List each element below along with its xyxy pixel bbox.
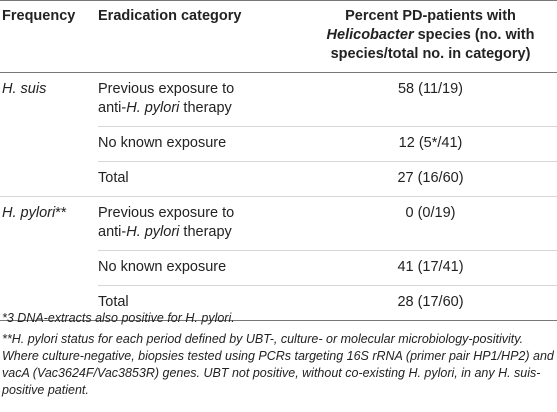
frequency-cell xyxy=(0,251,98,286)
frequency-cell xyxy=(0,162,98,197)
frequency-cell: H. suis xyxy=(2,81,47,97)
value-cell: 58 (11/19) xyxy=(397,81,464,97)
data-table: Frequency Eradication category Percent P… xyxy=(0,0,557,321)
frequency-cell: H. pylori** xyxy=(0,196,98,251)
header-eradication-category: Eradication category xyxy=(98,8,242,24)
table-row: H. pylori** Previous exposure to anti-H.… xyxy=(0,196,557,251)
value-cell: 41 (17/41) xyxy=(308,250,557,286)
category-cell: No known exposure xyxy=(98,250,308,286)
footnote-1: *3 DNA-extracts also positive for H. pyl… xyxy=(2,311,235,325)
table-row: No known exposure 12 (5*/41) xyxy=(0,126,557,162)
header-row: Frequency Eradication category Percent P… xyxy=(0,0,557,73)
value-cell: 28 (17/60) xyxy=(308,285,557,321)
value-cell: 12 (5*/41) xyxy=(308,126,557,162)
header-percent: Percent PD-patients with Helicobacter sp… xyxy=(326,8,535,62)
category-cell: No known exposure xyxy=(98,126,308,162)
footnotes: *3 DNA-extracts also positive for H. pyl… xyxy=(2,310,555,403)
category-cell: Previous exposure to anti-H. pylori ther… xyxy=(98,196,308,251)
frequency-cell xyxy=(0,127,98,162)
value-cell: 27 (16/60) xyxy=(308,161,557,197)
table-row: H. suis Previous exposure to anti-H. pyl… xyxy=(0,73,557,127)
value-cell: 0 (0/19) xyxy=(308,196,557,251)
category-cell: Total xyxy=(98,285,308,321)
table-row: No known exposure 41 (17/41) xyxy=(0,250,557,286)
table-row: Total 28 (17/60) xyxy=(0,285,557,321)
frequency-cell xyxy=(0,285,98,321)
footnote-2: **H. pylori status for each period defin… xyxy=(2,332,554,397)
header-frequency: Frequency xyxy=(2,8,76,24)
category-cell: Previous exposure to anti-H. pylori ther… xyxy=(98,81,235,116)
table-row: Total 27 (16/60) xyxy=(0,161,557,197)
category-cell: Total xyxy=(98,161,308,197)
